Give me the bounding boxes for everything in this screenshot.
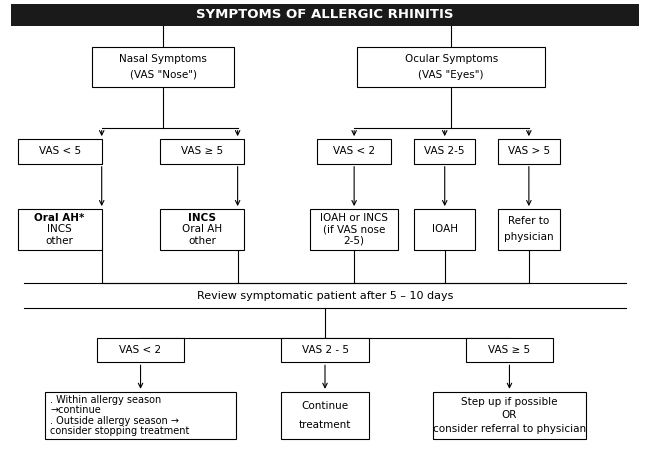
Text: IOAH: IOAH xyxy=(432,224,458,234)
FancyBboxPatch shape xyxy=(311,209,398,250)
FancyBboxPatch shape xyxy=(358,46,545,87)
Text: VAS ≥ 5: VAS ≥ 5 xyxy=(181,147,223,157)
FancyBboxPatch shape xyxy=(18,139,101,164)
FancyBboxPatch shape xyxy=(97,338,184,362)
Text: treatment: treatment xyxy=(299,420,351,430)
Text: Nasal Symptoms: Nasal Symptoms xyxy=(119,54,207,64)
Text: VAS < 2: VAS < 2 xyxy=(333,147,375,157)
Text: IOAH or INCS: IOAH or INCS xyxy=(320,212,388,222)
Text: OR: OR xyxy=(502,410,517,420)
FancyBboxPatch shape xyxy=(466,338,553,362)
FancyBboxPatch shape xyxy=(317,139,391,164)
Text: INCS: INCS xyxy=(188,212,216,222)
Text: (VAS "Eyes"): (VAS "Eyes") xyxy=(419,70,484,80)
FancyBboxPatch shape xyxy=(18,209,101,250)
FancyBboxPatch shape xyxy=(434,392,586,439)
Text: 2-5): 2-5) xyxy=(344,236,365,246)
FancyBboxPatch shape xyxy=(498,139,560,164)
FancyBboxPatch shape xyxy=(498,209,560,250)
FancyBboxPatch shape xyxy=(281,338,369,362)
Text: VAS 2-5: VAS 2-5 xyxy=(424,147,465,157)
Text: other: other xyxy=(188,236,216,246)
Text: . Outside allergy season →: . Outside allergy season → xyxy=(50,416,179,426)
FancyBboxPatch shape xyxy=(92,46,235,87)
Text: Continue: Continue xyxy=(302,401,348,411)
FancyBboxPatch shape xyxy=(414,209,476,250)
FancyBboxPatch shape xyxy=(281,392,369,439)
Text: other: other xyxy=(46,236,73,246)
Text: Review symptomatic patient after 5 – 10 days: Review symptomatic patient after 5 – 10 … xyxy=(197,291,453,301)
Text: consider stopping treatment: consider stopping treatment xyxy=(50,426,190,436)
Text: →continue: →continue xyxy=(50,405,101,415)
Text: Oral AH: Oral AH xyxy=(182,224,222,234)
FancyBboxPatch shape xyxy=(414,139,476,164)
Text: VAS 2 - 5: VAS 2 - 5 xyxy=(302,345,348,355)
FancyBboxPatch shape xyxy=(45,392,236,439)
Text: consider referral to physician: consider referral to physician xyxy=(433,424,586,434)
Text: VAS < 2: VAS < 2 xyxy=(120,345,162,355)
Text: SYMPTOMS OF ALLERGIC RHINITIS: SYMPTOMS OF ALLERGIC RHINITIS xyxy=(196,9,454,21)
Text: Step up if possible: Step up if possible xyxy=(462,397,558,407)
Text: Refer to: Refer to xyxy=(508,216,549,226)
FancyBboxPatch shape xyxy=(160,209,244,250)
Text: (VAS "Nose"): (VAS "Nose") xyxy=(130,70,197,80)
Text: Oral AH*: Oral AH* xyxy=(34,212,85,222)
FancyBboxPatch shape xyxy=(11,4,639,26)
Text: Ocular Symptoms: Ocular Symptoms xyxy=(404,54,498,64)
Text: VAS > 5: VAS > 5 xyxy=(508,147,550,157)
Text: VAS < 5: VAS < 5 xyxy=(38,147,81,157)
Text: INCS: INCS xyxy=(47,224,72,234)
Text: . Within allergy season: . Within allergy season xyxy=(50,395,161,405)
Text: VAS ≥ 5: VAS ≥ 5 xyxy=(488,345,530,355)
Text: physician: physician xyxy=(504,232,554,242)
Text: (if VAS nose: (if VAS nose xyxy=(323,224,385,234)
FancyBboxPatch shape xyxy=(160,139,244,164)
